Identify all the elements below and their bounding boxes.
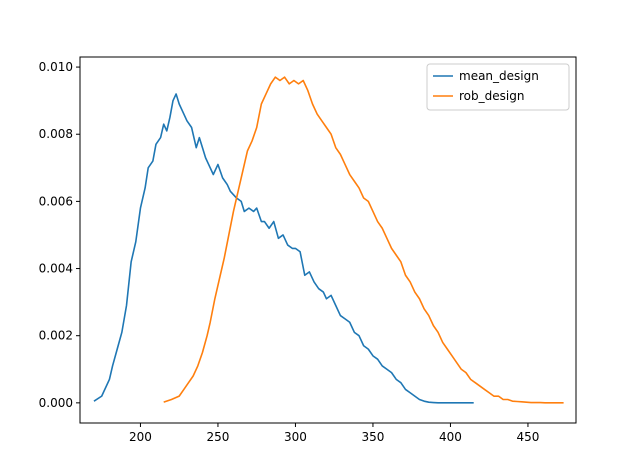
y-tick-label: 0.002: [39, 329, 73, 343]
y-axis: 0.000 0.002 0.004 0.006 0.008 0.010: [39, 60, 80, 410]
axes-frame: [79, 56, 577, 424]
series-layer: [93, 76, 564, 404]
x-tick-label: 400: [439, 430, 462, 444]
x-tick-label: 200: [129, 430, 152, 444]
y-tick-label: 0.000: [39, 396, 73, 410]
y-tick-label: 0.006: [39, 194, 73, 208]
series-line-rob-design: [163, 76, 564, 404]
series-line-mean-design: [93, 93, 474, 404]
x-tick-label: 450: [516, 430, 539, 444]
legend: mean_design rob_design: [426, 63, 570, 111]
legend-box: [426, 63, 570, 111]
x-tick-label: 350: [361, 430, 384, 444]
y-tick-label: 0.008: [39, 127, 73, 141]
x-tick-label: 250: [206, 430, 229, 444]
legend-label: rob_design: [459, 89, 524, 103]
y-tick-label: 0.004: [39, 262, 73, 276]
y-tick-label: 0.010: [39, 60, 73, 74]
x-tick-label: 300: [284, 430, 307, 444]
x-axis: 200 250 300 350 400 450: [129, 423, 539, 444]
legend-label: mean_design: [459, 69, 539, 83]
